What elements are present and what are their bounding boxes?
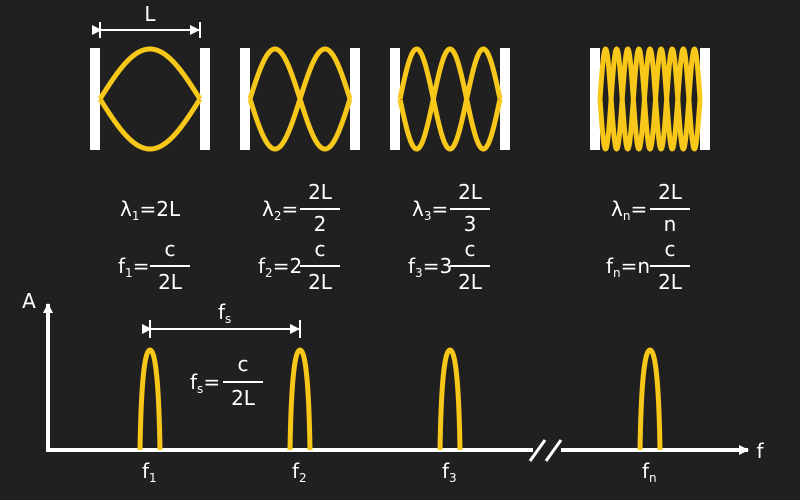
fraction-denominator: 2L — [308, 270, 333, 294]
fraction-numerator: 2L — [458, 180, 483, 204]
svg-text:fs=: fs= — [190, 370, 220, 396]
frequency-formula-2: f2=2 c 2L — [258, 237, 340, 294]
fraction-denominator: 2L — [231, 386, 256, 410]
peak-label-f2: f2 — [292, 459, 307, 485]
svg-text:λn=: λn= — [611, 197, 647, 223]
f-symbol: f — [190, 370, 198, 394]
fraction-numerator: c — [465, 237, 476, 261]
mirror-right — [500, 48, 510, 150]
fraction-denominator: 2L — [658, 270, 683, 294]
spacing-formula: fs= c 2L — [190, 352, 263, 410]
cavity-2 — [240, 46, 360, 152]
mirror-right — [350, 48, 360, 150]
frequency-formula-n: fn=n c 2L — [606, 237, 690, 294]
lambda-symbol: λ — [611, 197, 623, 221]
spacing-dimension: fs — [142, 300, 301, 338]
equals: = — [133, 254, 150, 278]
svg-text:f2=2: f2=2 — [258, 254, 302, 280]
wavelength-formula-n: λn= 2L n — [611, 180, 690, 236]
frequency-formula-3: f3=3 c 2L — [408, 237, 490, 294]
equals: = — [630, 197, 647, 221]
mirror-left — [90, 48, 100, 150]
svg-text:λ3=: λ3= — [412, 197, 448, 223]
spacing-label: fs — [218, 300, 231, 326]
equals: = — [281, 197, 298, 221]
peak-label-f3: f3 — [442, 459, 457, 485]
fraction-numerator: 2L — [308, 180, 333, 204]
subscript: 2 — [265, 266, 273, 280]
frequency-formula-1: f1= c 2L — [118, 237, 190, 294]
f-symbol: f — [606, 254, 614, 278]
equals: = — [139, 197, 156, 221]
lambda-symbol: λ — [412, 197, 424, 221]
peak-label-f1: f1 — [142, 459, 157, 485]
cavity-1 — [90, 46, 210, 152]
fraction-numerator: 2L — [658, 180, 683, 204]
peak-f1 — [137, 347, 163, 451]
wavelength-formula-1: λ1=2L — [120, 197, 181, 223]
cavity-3 — [390, 46, 510, 152]
subscript: 2 — [274, 209, 282, 223]
equals: = — [423, 254, 440, 278]
subscript: s — [197, 382, 203, 396]
lambda-symbol: λ — [262, 197, 274, 221]
subscript: 1 — [125, 266, 133, 280]
x-axis-label: f — [756, 439, 764, 463]
peak-fn — [637, 347, 663, 451]
fraction-numerator: c — [165, 237, 176, 261]
cavity-length-label: L — [144, 2, 156, 26]
svg-text:f1=: f1= — [118, 254, 149, 280]
fraction-denominator: 2L — [458, 270, 483, 294]
standing-wave-mode-3 — [397, 46, 503, 152]
svg-text:f3=3: f3=3 — [408, 254, 452, 280]
fraction-denominator: n — [664, 212, 677, 236]
coefficient: 3 — [439, 254, 452, 278]
fraction-denominator: 2L — [158, 270, 183, 294]
spectrum-plot: A f f1 f2 f3 fn fs fs= c 2L — [22, 289, 764, 485]
subscript: 3 — [424, 209, 432, 223]
wavelength-value: 2L — [156, 197, 181, 221]
mirror-left — [240, 48, 250, 150]
fraction-denominator: 2 — [314, 212, 327, 236]
lambda-symbol: λ — [120, 197, 132, 221]
equals: = — [203, 370, 220, 394]
mirror-left — [390, 48, 400, 150]
mirror-left — [590, 48, 600, 150]
y-axis-label: A — [22, 289, 36, 313]
coefficient: 2 — [289, 254, 302, 278]
axis-break — [528, 439, 563, 462]
f-symbol: f — [408, 254, 416, 278]
subscript: 3 — [415, 266, 423, 280]
fraction-denominator: 3 — [464, 212, 477, 236]
wavelength-formula-3: λ3= 2L 3 — [412, 180, 490, 236]
mirror-right — [700, 48, 710, 150]
wavelength-formula-2: λ2= 2L 2 — [262, 180, 340, 236]
subscript: n — [613, 266, 621, 280]
coefficient: n — [637, 254, 650, 278]
standing-wave-mode-2 — [247, 46, 353, 152]
fraction-numerator: c — [238, 352, 249, 376]
f-symbol: f — [118, 254, 126, 278]
equals: = — [621, 254, 638, 278]
peak-label-fn: fn — [642, 459, 657, 485]
svg-text:λ1=2L: λ1=2L — [120, 197, 181, 223]
standing-wave-mode-1 — [97, 46, 203, 152]
svg-text:fn=n: fn=n — [606, 254, 650, 280]
standing-wave-mode-n — [597, 46, 703, 152]
mirror-right — [200, 48, 210, 150]
subscript: n — [623, 209, 631, 223]
svg-text:λ2=: λ2= — [262, 197, 298, 223]
equals: = — [431, 197, 448, 221]
fraction-numerator: c — [315, 237, 326, 261]
subscript: 1 — [132, 209, 140, 223]
f-symbol: f — [258, 254, 266, 278]
peak-f3 — [437, 347, 463, 451]
cavity-n — [590, 46, 710, 152]
fraction-numerator: c — [665, 237, 676, 261]
equals: = — [273, 254, 290, 278]
peak-f2 — [287, 347, 313, 451]
cavity-length-dimension: L — [92, 2, 201, 38]
